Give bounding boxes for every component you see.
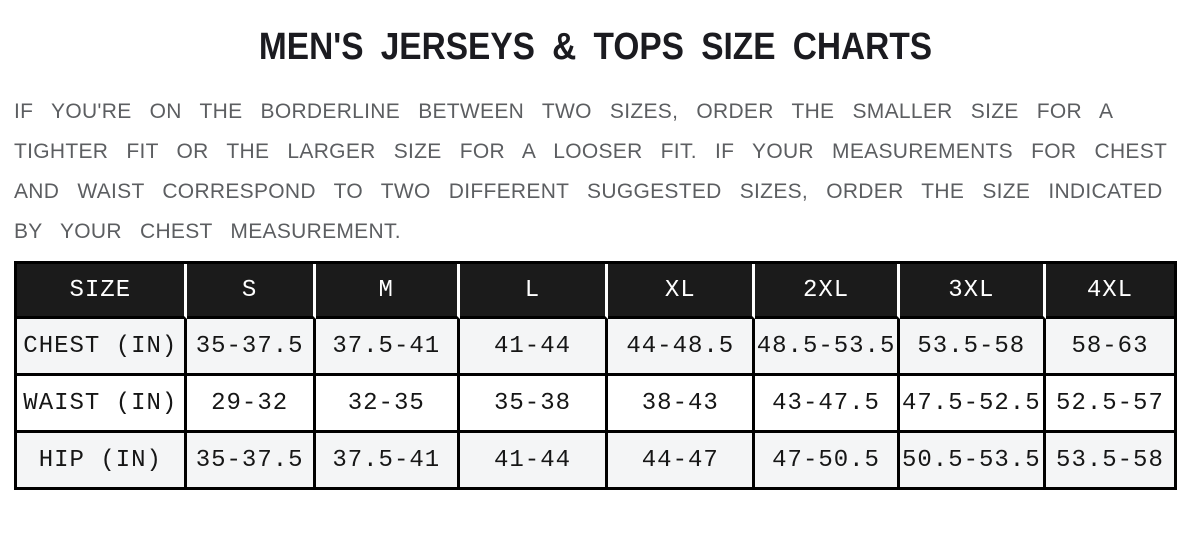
chest-value-4xl: 58-63 — [1045, 319, 1174, 376]
chest-value-s: 35-37.5 — [186, 319, 316, 376]
intro-line: IF YOU'RE ON THE BORDERLINE BETWEEN TWO … — [14, 100, 1114, 123]
hip-value-l: 41-44 — [459, 433, 609, 487]
column-header-2xl: 2XL — [755, 264, 900, 319]
column-header-m: M — [315, 264, 460, 319]
page-title: MEN'S JERSEYS & TOPS SIZE CHARTS — [258, 26, 933, 68]
hip-value-3xl: 50.5-53.5 — [899, 433, 1046, 487]
table-row-hip: HIP (IN) 35-37.5 37.5-41 41-44 44-47 47-… — [17, 433, 1174, 487]
chest-value-m: 37.5-41 — [315, 319, 460, 376]
table-row-chest: CHEST (IN) 35-37.5 37.5-41 41-44 44-48.5… — [17, 319, 1174, 376]
column-header-4xl: 4XL — [1045, 264, 1174, 319]
row-label-chest: CHEST (IN) — [17, 319, 187, 376]
chest-value-2xl: 48.5-53.5 — [755, 319, 900, 376]
intro-text: IF YOU'RE ON THE BORDERLINE BETWEEN TWO … — [14, 92, 1177, 252]
waist-value-2xl: 43-47.5 — [755, 376, 900, 433]
chest-value-xl: 44-48.5 — [608, 319, 756, 376]
column-header-xl: XL — [608, 264, 756, 319]
hip-value-s: 35-37.5 — [186, 433, 316, 487]
waist-value-m: 32-35 — [315, 376, 460, 433]
intro-line: TIGHTER FIT OR THE LARGER SIZE FOR A LOO… — [14, 140, 1168, 163]
intro-line: AND WAIST CORRESPOND TO TWO DIFFERENT SU… — [14, 180, 1163, 203]
chest-value-3xl: 53.5-58 — [899, 319, 1046, 376]
waist-value-s: 29-32 — [186, 376, 316, 433]
table-header-row: SIZE S M L XL 2XL 3XL 4XL — [17, 264, 1174, 319]
row-label-waist: WAIST (IN) — [17, 376, 187, 433]
chest-value-l: 41-44 — [459, 319, 609, 376]
size-chart-table: SIZE S M L XL 2XL 3XL 4XL CHEST (IN) 35-… — [14, 261, 1177, 490]
hip-value-m: 37.5-41 — [315, 433, 460, 487]
waist-value-4xl: 52.5-57 — [1045, 376, 1174, 433]
column-header-s: S — [186, 264, 316, 319]
waist-value-xl: 38-43 — [608, 376, 756, 433]
hip-value-xl: 44-47 — [608, 433, 756, 487]
hip-value-4xl: 53.5-58 — [1045, 433, 1174, 487]
table-row-waist: WAIST (IN) 29-32 32-35 35-38 38-43 43-47… — [17, 376, 1174, 433]
column-header-l: L — [459, 264, 609, 319]
waist-value-3xl: 47.5-52.5 — [899, 376, 1046, 433]
intro-line: BY YOUR CHEST MEASUREMENT. — [14, 220, 401, 243]
column-header-3xl: 3XL — [899, 264, 1046, 319]
row-label-hip: HIP (IN) — [17, 433, 187, 487]
column-header-size: SIZE — [17, 264, 187, 319]
hip-value-2xl: 47-50.5 — [755, 433, 900, 487]
waist-value-l: 35-38 — [459, 376, 609, 433]
